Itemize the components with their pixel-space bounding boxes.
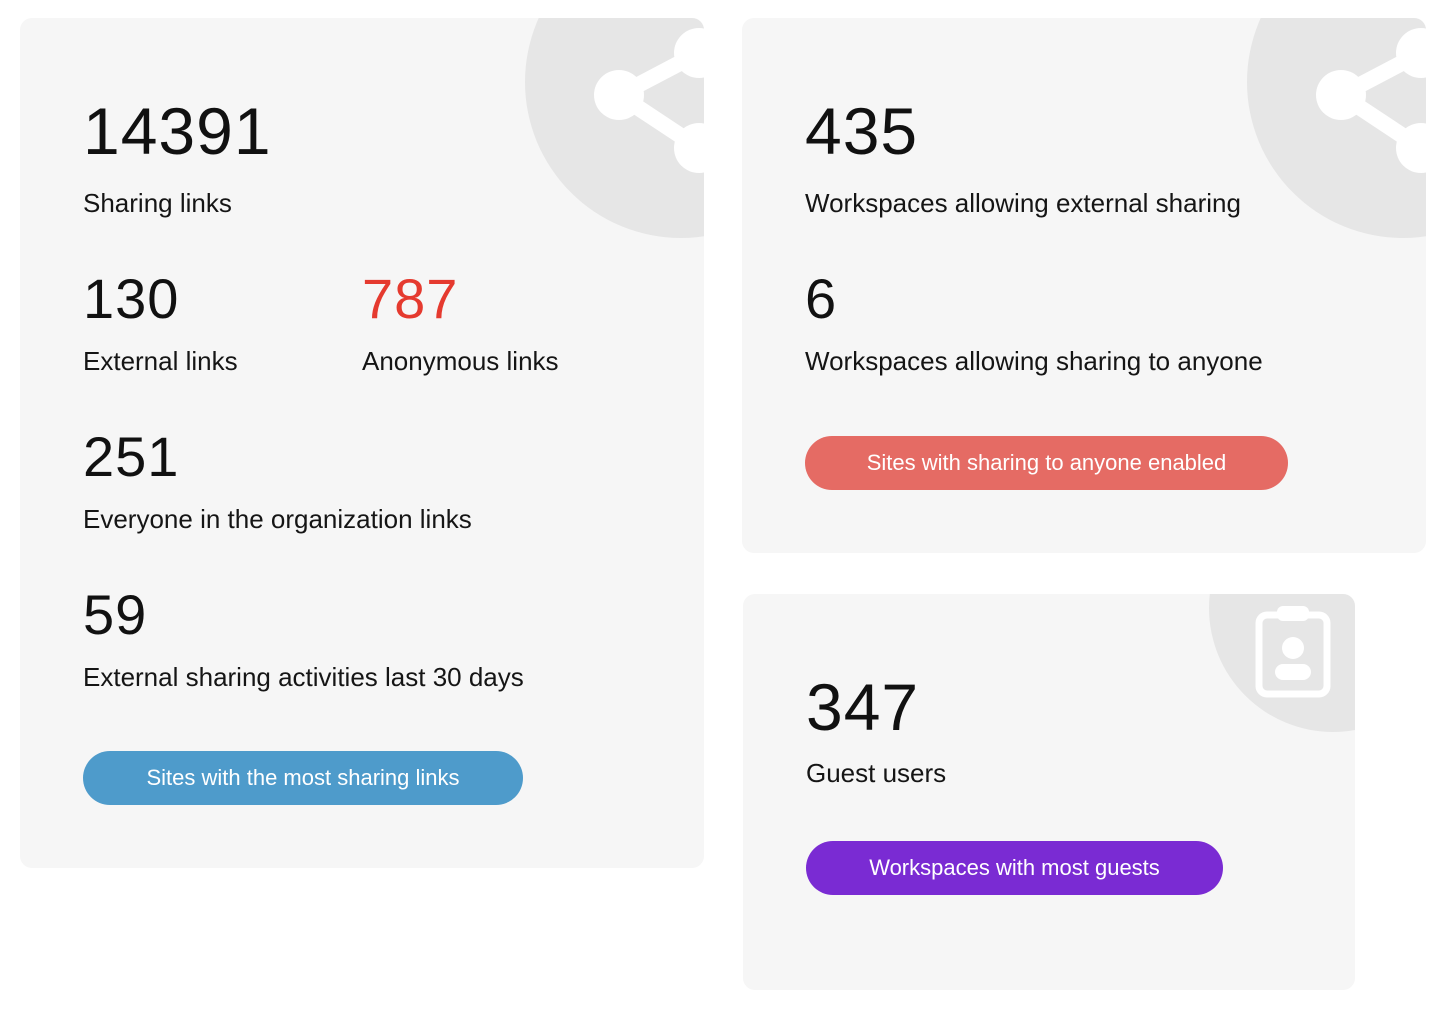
sharing-links-value: 14391 xyxy=(83,94,272,168)
anyone-sharing-workspaces-value: 6 xyxy=(805,267,838,330)
guest-badge-icon xyxy=(1255,606,1331,698)
share-icon xyxy=(1316,28,1426,173)
share-decoration xyxy=(1247,18,1426,238)
external-sharing-workspaces-value: 435 xyxy=(805,94,919,168)
external-sharing-workspaces-label: Workspaces allowing external sharing xyxy=(805,188,1241,218)
most-guests-workspaces-button[interactable]: Workspaces with most guests xyxy=(806,841,1223,895)
org-links-value: 251 xyxy=(83,425,180,488)
external-links-value: 130 xyxy=(83,267,180,330)
workspaces-sharing-card: 435 Workspaces allowing external sharing… xyxy=(742,18,1426,553)
most-sharing-links-button[interactable]: Sites with the most sharing links xyxy=(83,751,523,805)
org-links-label: Everyone in the organization links xyxy=(83,504,472,534)
guest-decoration xyxy=(1209,594,1355,732)
sharing-links-label: Sharing links xyxy=(83,188,232,218)
anyone-sharing-workspaces-label: Workspaces allowing sharing to anyone xyxy=(805,346,1263,376)
anonymous-links-value: 787 xyxy=(362,267,459,330)
anonymous-links-label: Anonymous links xyxy=(362,346,559,376)
guest-users-value: 347 xyxy=(806,670,920,744)
sharing-activities-value: 59 xyxy=(83,583,148,646)
share-decoration xyxy=(525,18,704,238)
guest-users-label: Guest users xyxy=(806,758,947,788)
share-icon xyxy=(594,28,704,173)
external-links-label: External links xyxy=(83,346,238,376)
sharing-links-card: 14391 Sharing links 130 External links 7… xyxy=(20,18,704,868)
guest-users-card: 347 Guest users Workspaces with most gue… xyxy=(743,594,1355,990)
sharing-activities-label: External sharing activities last 30 days xyxy=(83,662,524,692)
anyone-sharing-sites-button[interactable]: Sites with sharing to anyone enabled xyxy=(805,436,1288,490)
